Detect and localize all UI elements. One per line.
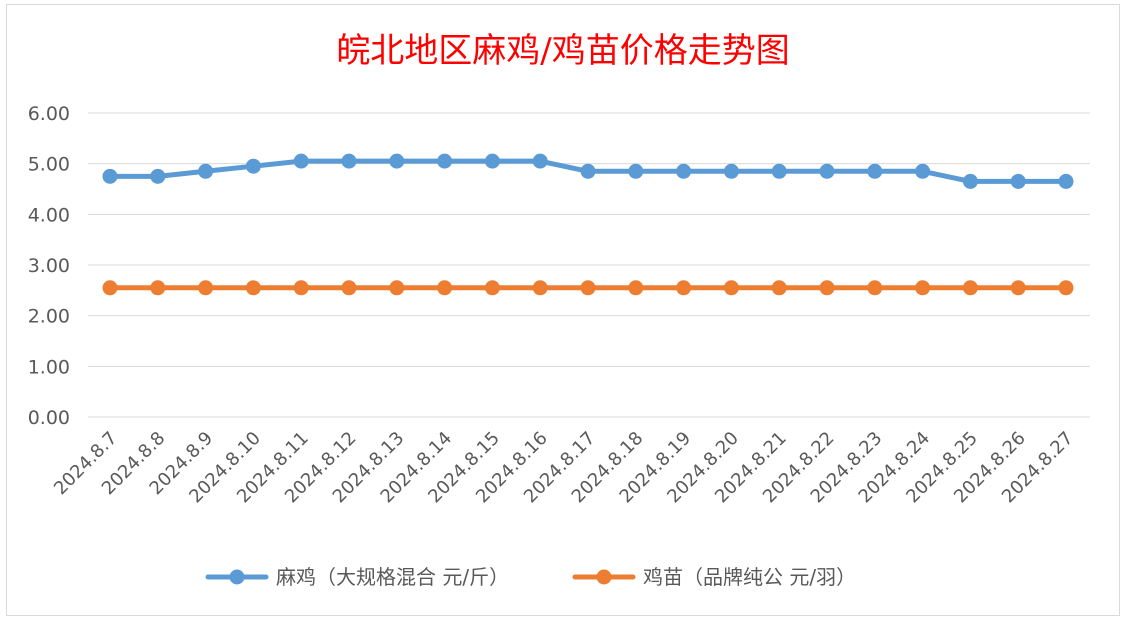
data-point bbox=[532, 153, 548, 169]
data-point bbox=[389, 153, 405, 169]
legend-swatch-marker bbox=[229, 569, 245, 585]
data-point bbox=[389, 280, 405, 296]
data-point bbox=[867, 163, 883, 179]
data-point bbox=[1058, 280, 1074, 296]
y-axis-ticks: 0.00 1.00 2.00 3.00 4.00 5.00 6.00 bbox=[28, 103, 70, 429]
data-point bbox=[580, 163, 596, 179]
data-point bbox=[771, 280, 787, 296]
data-point bbox=[484, 280, 500, 296]
data-point bbox=[915, 163, 931, 179]
data-point bbox=[341, 153, 357, 169]
data-point bbox=[198, 163, 214, 179]
series-2 bbox=[102, 280, 1074, 296]
data-point bbox=[819, 163, 835, 179]
data-point bbox=[723, 163, 739, 179]
data-point bbox=[437, 153, 453, 169]
data-point bbox=[293, 280, 309, 296]
y-tick-label: 5.00 bbox=[28, 154, 70, 176]
gridlines bbox=[88, 112, 1090, 418]
data-point bbox=[532, 280, 548, 296]
series-1 bbox=[102, 153, 1074, 189]
y-tick-label: 0.00 bbox=[28, 407, 70, 429]
data-point bbox=[150, 280, 166, 296]
y-tick-label: 6.00 bbox=[28, 103, 70, 125]
chart-frame bbox=[6, 4, 1120, 616]
y-tick-label: 3.00 bbox=[28, 255, 70, 277]
y-tick-label: 1.00 bbox=[28, 356, 70, 378]
legend-item-1: 麻鸡（大规格混合 元/斤） bbox=[205, 565, 509, 589]
data-point bbox=[1010, 280, 1026, 296]
data-point bbox=[676, 163, 692, 179]
data-point bbox=[437, 280, 453, 296]
data-point bbox=[198, 280, 214, 296]
legend-item-2: 鸡苗（品牌纯公 元/羽） bbox=[572, 565, 856, 589]
data-point bbox=[102, 168, 118, 184]
series-lines bbox=[102, 153, 1074, 296]
x-axis-ticks: 2024.8.72024.8.82024.8.92024.8.102024.8.… bbox=[50, 428, 1078, 508]
data-point bbox=[293, 153, 309, 169]
legend: 麻鸡（大规格混合 元/斤） 鸡苗（品牌纯公 元/羽） bbox=[205, 565, 856, 589]
data-point bbox=[723, 280, 739, 296]
data-point bbox=[771, 163, 787, 179]
data-point bbox=[580, 280, 596, 296]
data-point bbox=[1058, 173, 1074, 189]
data-point bbox=[1010, 173, 1026, 189]
data-point bbox=[245, 158, 261, 174]
data-point bbox=[915, 280, 931, 296]
data-point bbox=[484, 153, 500, 169]
data-point bbox=[819, 280, 835, 296]
data-point bbox=[628, 280, 644, 296]
data-point bbox=[341, 280, 357, 296]
data-point bbox=[676, 280, 692, 296]
y-tick-label: 2.00 bbox=[28, 306, 70, 328]
data-point bbox=[962, 173, 978, 189]
chart-title: 皖北地区麻鸡/鸡苗价格走势图 bbox=[336, 31, 789, 71]
legend-label: 鸡苗（品牌纯公 元/羽） bbox=[643, 565, 856, 589]
data-point bbox=[628, 163, 644, 179]
legend-label: 麻鸡（大规格混合 元/斤） bbox=[276, 565, 509, 589]
legend-swatch-marker bbox=[596, 569, 612, 585]
data-point bbox=[102, 280, 118, 296]
data-point bbox=[962, 280, 978, 296]
y-tick-label: 4.00 bbox=[28, 204, 70, 226]
data-point bbox=[150, 168, 166, 184]
data-point bbox=[245, 280, 261, 296]
data-point bbox=[867, 280, 883, 296]
